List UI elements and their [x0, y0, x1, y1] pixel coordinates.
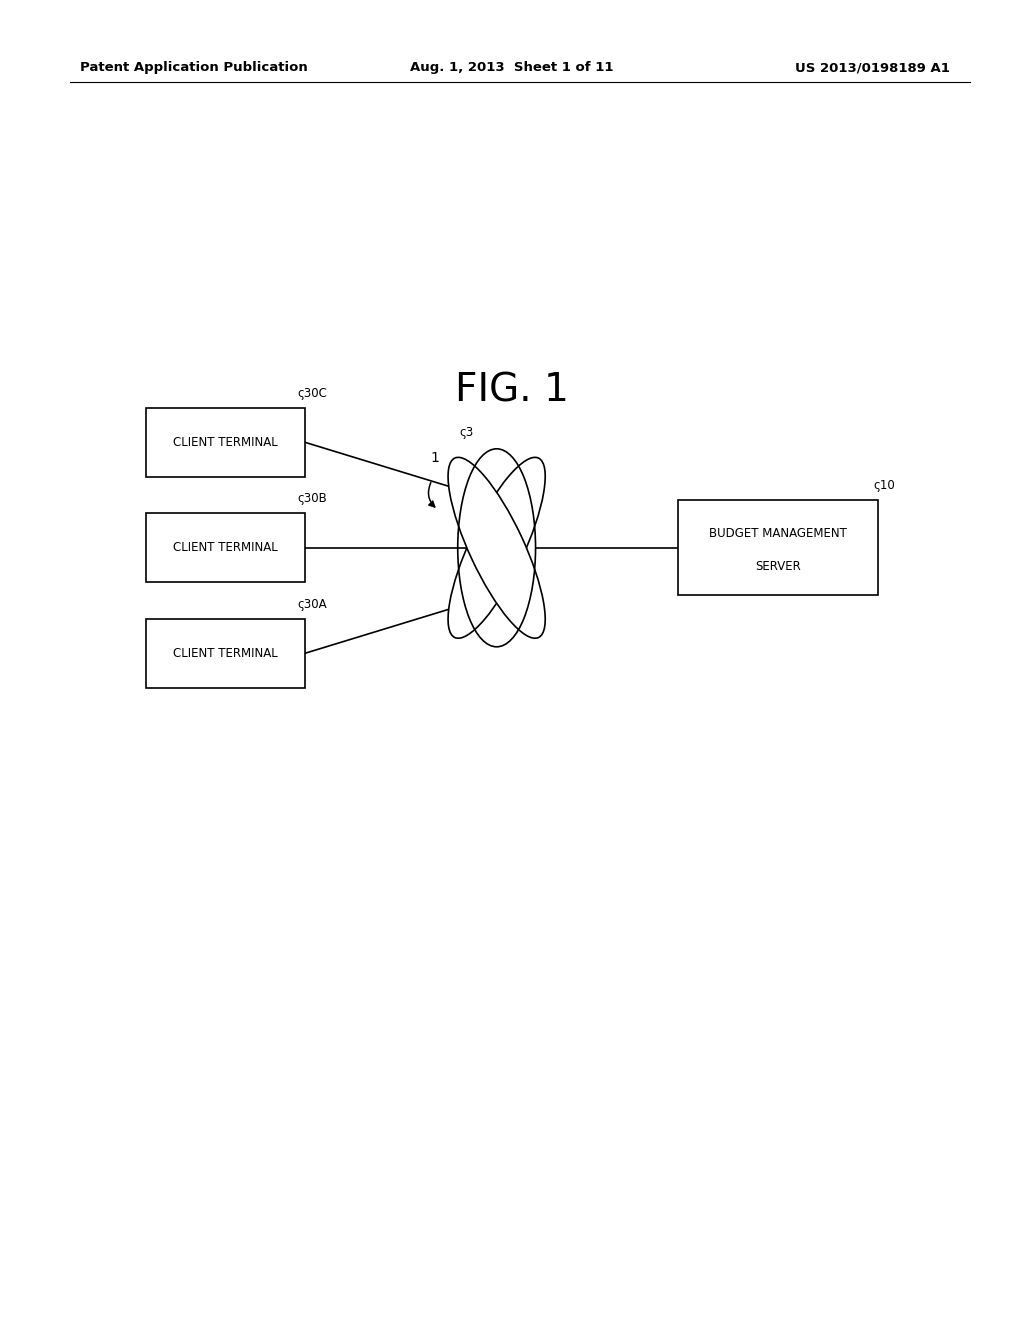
Text: FIG. 1: FIG. 1 — [455, 371, 569, 409]
FancyArrowPatch shape — [428, 483, 435, 507]
Ellipse shape — [449, 457, 545, 639]
Bar — [146, 619, 305, 688]
Text: ς10: ς10 — [873, 479, 895, 492]
Bar — [146, 513, 305, 582]
Text: SERVER: SERVER — [756, 560, 801, 573]
Text: CLIENT TERMINAL: CLIENT TERMINAL — [173, 647, 278, 660]
Text: ς3: ς3 — [460, 426, 474, 438]
Text: CLIENT TERMINAL: CLIENT TERMINAL — [173, 541, 278, 554]
Text: CLIENT TERMINAL: CLIENT TERMINAL — [173, 436, 278, 449]
Text: BUDGET MANAGEMENT: BUDGET MANAGEMENT — [710, 527, 847, 540]
Text: ς30A: ς30A — [298, 598, 328, 611]
Ellipse shape — [449, 457, 545, 639]
Text: ς30B: ς30B — [298, 492, 328, 506]
Text: US 2013/0198189 A1: US 2013/0198189 A1 — [795, 62, 950, 74]
Bar — [146, 408, 305, 477]
Text: Aug. 1, 2013  Sheet 1 of 11: Aug. 1, 2013 Sheet 1 of 11 — [411, 62, 613, 74]
Text: ς30C: ς30C — [298, 387, 328, 400]
Text: Patent Application Publication: Patent Application Publication — [80, 62, 308, 74]
Bar — [678, 500, 878, 595]
Text: 1: 1 — [430, 451, 439, 465]
